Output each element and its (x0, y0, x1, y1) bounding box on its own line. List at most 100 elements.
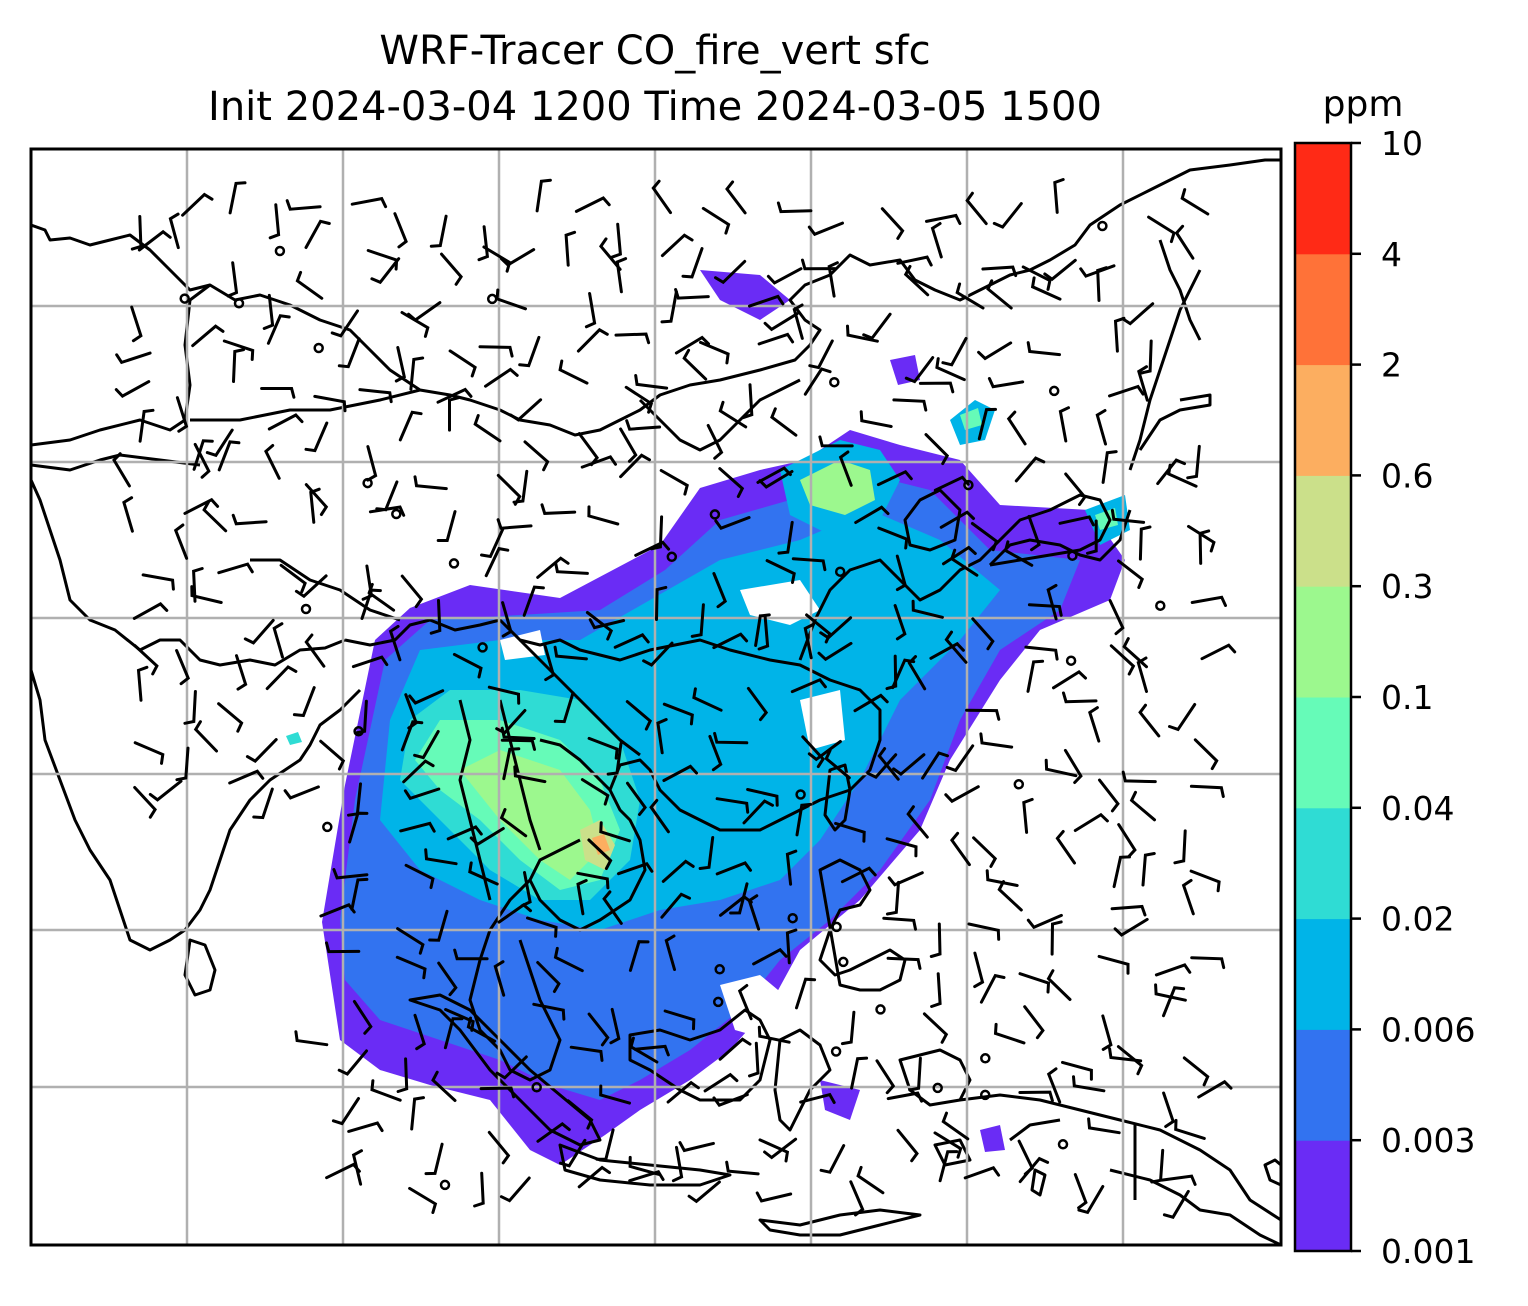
wind-barb (1014, 456, 1046, 483)
wind-barb (466, 1016, 497, 1043)
wind-barb (1055, 830, 1076, 865)
wind-barb (1156, 458, 1186, 486)
wind-barb (536, 961, 561, 993)
wind-barb (712, 1093, 749, 1108)
wind-barb (713, 731, 749, 745)
wind-barb (625, 419, 662, 431)
wind-barb (950, 548, 979, 577)
wind-barb (757, 332, 795, 346)
wind-barb (448, 349, 477, 378)
colorbar-segment (1295, 475, 1351, 587)
wind-barb (1110, 508, 1146, 524)
colorbar-tick-label: 10 (1381, 124, 1423, 163)
wind-barb (408, 689, 445, 705)
wind-barb (977, 407, 997, 441)
wind-barb (192, 439, 214, 471)
wind-barb (840, 866, 877, 884)
wind-barb (499, 248, 536, 267)
map-frame (29, 147, 1283, 1247)
calm-wind-circle (795, 789, 806, 800)
wind-barb (536, 556, 570, 579)
wind-barb (1064, 472, 1087, 506)
colorbar-segment (1295, 918, 1351, 1030)
wind-barb (950, 831, 971, 867)
wind-barb (886, 956, 922, 970)
wind-barb (893, 604, 907, 641)
wind-barb (1190, 595, 1227, 607)
map-area (31, 149, 1281, 1245)
wind-barb (757, 1025, 791, 1044)
wind-barb (1167, 463, 1198, 488)
wind-barb (191, 324, 225, 348)
wind-barb (354, 699, 368, 735)
wind-barb (424, 848, 458, 866)
wind-barb (906, 805, 929, 839)
colorbar-unit: ppm (1323, 84, 1404, 125)
wind-barb (1027, 603, 1063, 617)
wind-barb (924, 433, 950, 466)
wind-barb (671, 1145, 684, 1183)
wind-barb (895, 554, 907, 592)
wind-barb (674, 335, 710, 355)
wind-barb (904, 356, 935, 384)
wind-barb (576, 871, 610, 890)
wind-barb (217, 562, 254, 575)
wind-barb (892, 753, 926, 776)
wind-barb (473, 1171, 485, 1208)
wind-barb (1108, 599, 1125, 636)
wind-barb (625, 700, 653, 731)
wind-barb (130, 305, 143, 343)
calm-wind-circle (477, 642, 488, 653)
wind-barb (304, 421, 329, 453)
wind-barb (1062, 691, 1098, 704)
wind-barb (987, 377, 1025, 389)
wind-barb (599, 1084, 631, 1105)
wind-barb (921, 751, 949, 780)
wind-barb (698, 836, 715, 870)
wind-barb (576, 879, 588, 916)
wind-barb (183, 690, 197, 725)
wind-barb (729, 882, 749, 915)
wind-barb (409, 356, 425, 391)
wind-barb (413, 1013, 426, 1051)
calm-wind-circle (439, 1179, 451, 1191)
wind-barb (1182, 1056, 1210, 1087)
wind-barb (859, 410, 893, 428)
wind-barb (262, 293, 275, 330)
wind-barb (790, 677, 827, 694)
wind-barb (1122, 637, 1148, 669)
wind-barb (496, 473, 522, 506)
wind-barb (614, 332, 651, 345)
wind-barb (484, 367, 519, 388)
wind-barb (1121, 302, 1155, 326)
wind-barb (617, 862, 654, 876)
wind-barb (431, 1070, 457, 1102)
wind-barb (1173, 829, 1187, 865)
wind-barb (650, 515, 664, 551)
wind-barb (283, 785, 320, 800)
calm-wind-circle (322, 821, 333, 833)
wind-barb (903, 264, 930, 297)
wind-barb (331, 1097, 360, 1126)
wind-barb (882, 916, 917, 931)
wind-barb (577, 1165, 611, 1189)
wind-barb (979, 732, 1014, 749)
wind-barb (725, 180, 747, 215)
wind-barb (553, 691, 575, 724)
wind-barb (1018, 1156, 1050, 1184)
wind-barb (115, 351, 152, 365)
wind-barb (512, 469, 529, 504)
wind-barb (1098, 778, 1120, 813)
wind-barb (939, 510, 975, 529)
wind-barb (655, 585, 668, 621)
wind-barb (1023, 1005, 1045, 1040)
wind-barb (955, 282, 985, 310)
wind-barb (1088, 706, 1101, 743)
wind-barb (264, 444, 281, 480)
wind-barb (1073, 1173, 1088, 1210)
wind-barb (252, 787, 274, 820)
wind-barb (628, 1170, 665, 1183)
wind-barb (337, 337, 361, 369)
wind-barb (1077, 1185, 1105, 1215)
colorbar-segment (1295, 364, 1351, 476)
